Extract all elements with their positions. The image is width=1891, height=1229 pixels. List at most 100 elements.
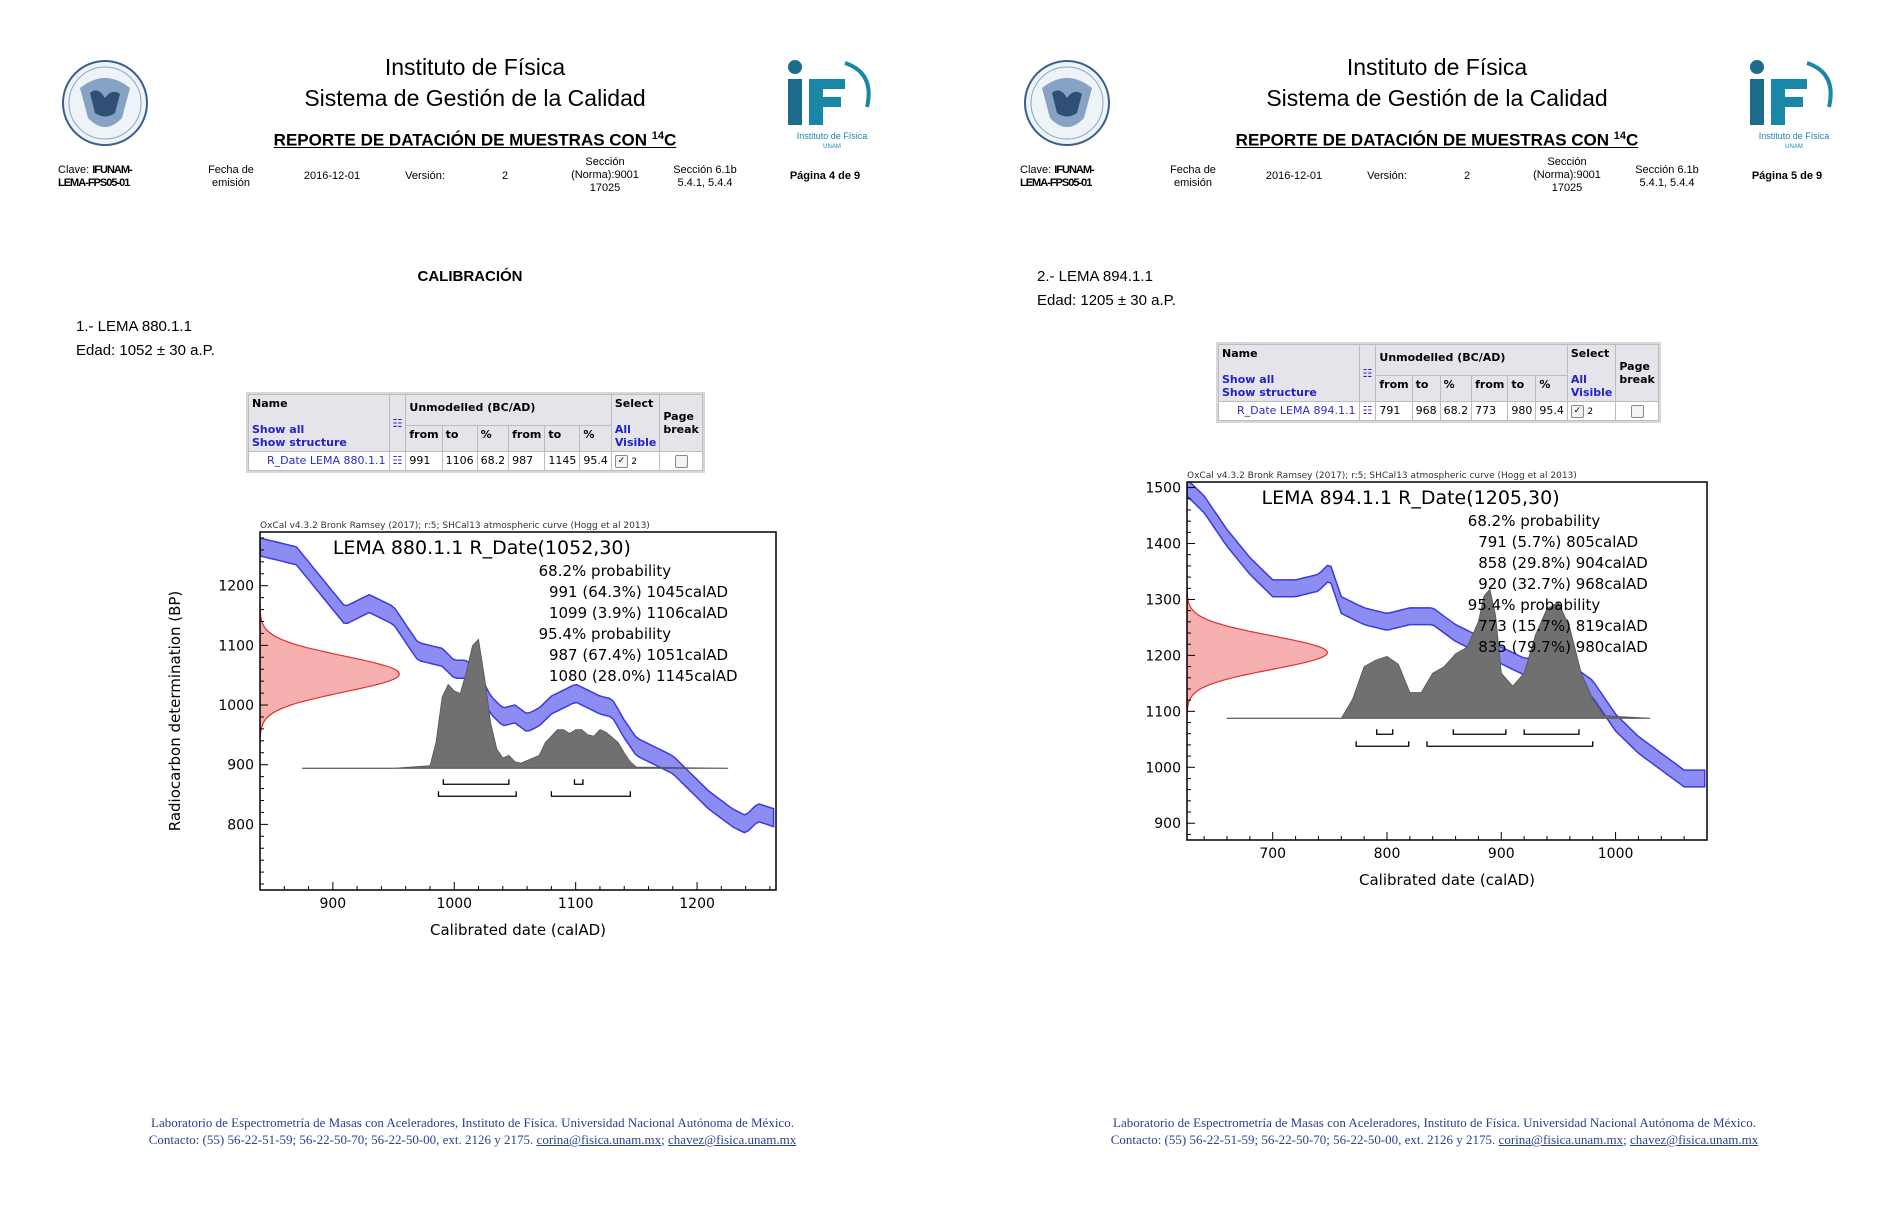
y-tick-label: 900 [227, 758, 254, 774]
page-break-checkbox[interactable] [674, 454, 688, 468]
select-cell[interactable]: ✓ 2 [1566, 401, 1617, 421]
select-visible-link[interactable]: Visible [614, 436, 657, 449]
calibration-curve-band [1187, 482, 1706, 788]
x-axis-label: Calibrated date (calAD) [430, 921, 606, 939]
select-visible-link[interactable]: Visible [1570, 386, 1613, 399]
x-tick-label: 700 [1259, 846, 1286, 862]
col-from-95: from [508, 425, 546, 452]
y-tick-label: 800 [227, 817, 254, 833]
name-header-label: Name [252, 397, 288, 410]
footer-separator: ; [1623, 1132, 1631, 1147]
probability-annotation: 68.2% probability [1468, 512, 1601, 530]
footer-contact-line: Contacto: (55) 56-22-51-59; 56-22-50-70;… [0, 1131, 945, 1148]
page-break-checkbox[interactable] [1630, 404, 1644, 418]
email-link-corina[interactable]: corina@fisica.unam.mx [1498, 1132, 1624, 1147]
structure-toggle-icon[interactable]: ☷ [1358, 344, 1377, 402]
show-structure-link[interactable]: Show structure [1222, 386, 1317, 399]
y-tick-label: 1300 [1145, 592, 1181, 608]
radiocarbon-date-distribution [1187, 585, 1329, 720]
report-page-4: Instituto de Física Sistema de Gestión d… [0, 0, 945, 1229]
y-axis-label: Radiocarbon determination (BP) [166, 591, 184, 832]
y-tick-label: 1400 [1145, 537, 1181, 553]
row-name[interactable]: R_Date LEMA 894.1.1 [1218, 401, 1360, 421]
calibration-chart-2: 700 800 900 1000 900 1000 1100 1200 1300 1400 1500… [1145, 471, 1708, 889]
cell-pct-95: 95.4 [579, 451, 612, 471]
cell-from-68: 791 [1375, 401, 1413, 421]
page-break-cell[interactable] [1615, 401, 1659, 421]
x-tick-label: 1000 [436, 896, 472, 912]
radiocarbon-date-distribution [260, 602, 400, 746]
seccion-norma: Sección (Norma):9001 17025 [1522, 156, 1612, 195]
page-break-header: Page break [1615, 344, 1659, 402]
cell-to-68: 968 [1411, 401, 1441, 421]
range-bracket-68 [1523, 729, 1580, 735]
select-all-link[interactable]: All [614, 423, 631, 436]
email-link-corina[interactable]: corina@fisica.unam.mx [536, 1132, 662, 1147]
select-header: Select All Visible [610, 394, 661, 452]
row-name-link[interactable]: R_Date LEMA 880.1.1 [267, 454, 386, 468]
range-bracket-95 [1355, 741, 1410, 747]
report-title-suffix: C [1626, 130, 1639, 150]
report-title: REPORTE DE DATACIÓN DE MUESTRAS CON 14C [1162, 130, 1712, 151]
col-to-68: to [441, 425, 478, 452]
x-tick-label: 900 [1488, 846, 1515, 862]
report-title-prefix: REPORTE DE DATACIÓN DE MUESTRAS CON [1235, 130, 1614, 150]
fecha-label-2: emisión [212, 177, 250, 189]
page-number: Página 5 de 9 [1751, 170, 1823, 182]
footer-lab-line: Laboratorio de Espectrometría de Masas c… [151, 1115, 794, 1130]
y-tick-label: 1200 [218, 579, 254, 595]
seccion-norma-1: Sección [585, 156, 625, 168]
x-tick-label: 900 [319, 896, 346, 912]
system-name: Sistema de Gestión de la Calidad [1266, 85, 1608, 111]
page-break-label-1: Page [663, 410, 694, 423]
range-bracket-68 [1376, 729, 1394, 735]
select-checkbox[interactable]: ✓ [614, 454, 628, 468]
cell-from-68: 991 [405, 451, 443, 471]
calibration-chart-1: 900 1000 1100 1200 800 900 1000 1100 1200 Calibra… [166, 521, 777, 939]
page-break-cell[interactable] [659, 451, 703, 471]
select-all-link[interactable]: All [1570, 373, 1587, 386]
row-name[interactable]: R_Date LEMA 880.1.1 [248, 451, 390, 471]
fecha-label: Fecha de emisión [1158, 164, 1228, 190]
seccion-norma-3: 17025 [1551, 182, 1583, 194]
col-to-68: to [1411, 375, 1441, 402]
footer-separator: ; [661, 1132, 669, 1147]
show-all-link[interactable]: Show all [252, 423, 305, 436]
show-all-link[interactable]: Show all [1222, 373, 1275, 386]
calibration-curve-band [260, 537, 775, 834]
fecha-label-1: Fecha de [208, 164, 254, 176]
seccion-61-1: Sección 6.1b [673, 164, 737, 176]
select-count: 2 [1587, 407, 1594, 417]
cell-pct-95: 95.4 [1535, 401, 1568, 421]
y-tick-label: 1000 [218, 698, 254, 714]
show-structure-link[interactable]: Show structure [252, 436, 347, 449]
y-tick-label: 900 [1154, 816, 1181, 832]
document-meta-row: Clave: IFUNAM- LEMA-FPS05-01 Fecha de emis… [0, 156, 945, 206]
x-tick-label: 1000 [1598, 846, 1634, 862]
page-footer: Laboratorio de Espectrometría de Masas c… [962, 1114, 1891, 1148]
clave-label: Clave: [1020, 164, 1052, 176]
probability-annotation: 773 (15.7%) 819calAD [1478, 617, 1648, 635]
row-structure-icon[interactable]: ☷ [388, 451, 407, 471]
row-name-link[interactable]: R_Date LEMA 894.1.1 [1237, 404, 1356, 418]
fecha-label-2: emisión [1174, 177, 1212, 189]
plot-area [1187, 482, 1706, 788]
structure-toggle-icon[interactable]: ☷ [388, 394, 407, 452]
page-break-label-1: Page [1619, 360, 1650, 373]
y-tick-label: 1000 [1145, 760, 1181, 776]
header-title-block: Instituto de Física Sistema de Gestión d… [240, 52, 710, 114]
name-header-label: Name [1222, 347, 1258, 360]
select-checkbox[interactable]: ✓ [1570, 404, 1584, 418]
col-to-95: to [1507, 375, 1537, 402]
email-link-chavez[interactable]: chavez@fisica.unam.mx [668, 1132, 797, 1147]
row-structure-icon[interactable]: ☷ [1358, 401, 1377, 421]
version-value: 2 [501, 170, 509, 182]
range-bracket-95 [1426, 741, 1594, 747]
report-title-sup: 14 [1613, 130, 1627, 142]
clave-label: Clave: [58, 164, 90, 176]
email-link-chavez[interactable]: chavez@fisica.unam.mx [1630, 1132, 1759, 1147]
instituto-fisica-logo: Instituto de Física UNAM [1750, 60, 1833, 150]
fecha-value: 2016-12-01 [303, 170, 361, 182]
select-cell[interactable]: ✓ 2 [610, 451, 661, 471]
if-logo-sub: UNAM [823, 144, 841, 150]
